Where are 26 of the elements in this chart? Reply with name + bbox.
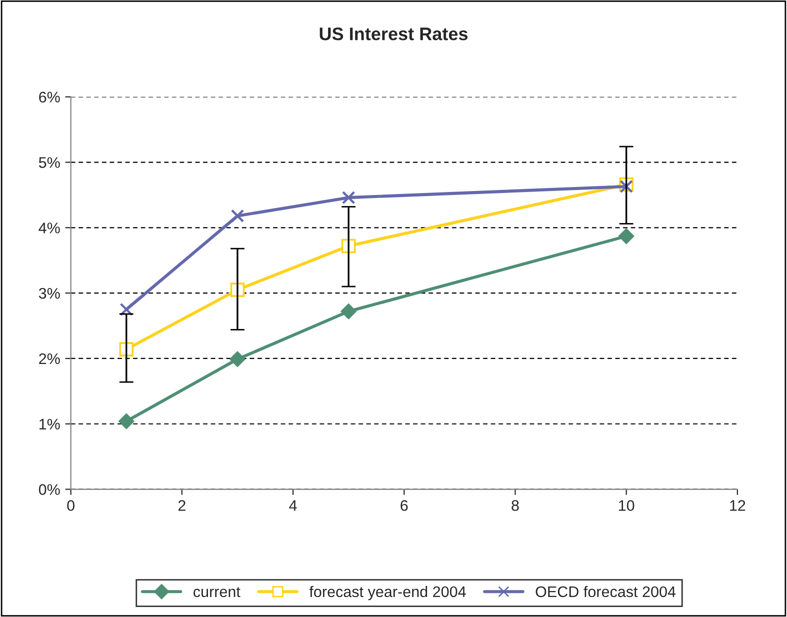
point: [230, 209, 244, 223]
y-tick-label: 5%: [38, 157, 60, 168]
point: [618, 228, 634, 244]
y-tick-label: 0%: [38, 484, 60, 495]
point: [120, 302, 134, 316]
chart-title: US Interest Rates: [320, 27, 468, 40]
point: [620, 180, 633, 194]
x-tick-label: 12: [730, 500, 746, 511]
legend-label: OECD forecast 2004: [536, 586, 676, 598]
point: [230, 351, 246, 367]
y-tick-label: 2%: [39, 353, 60, 364]
y-tick-label: 1%: [39, 418, 60, 430]
legend-label: forecast year-end 2004: [309, 586, 466, 600]
legend-label: current: [194, 587, 240, 598]
x-tick-label: 0: [67, 500, 74, 511]
y-tick-label: 4%: [38, 222, 60, 234]
x-tick-label: 4: [289, 500, 297, 511]
x-tick-label: 6: [400, 500, 408, 511]
point: [342, 190, 356, 204]
point: [340, 304, 356, 320]
point: [118, 413, 134, 430]
x-tick-label: 8: [512, 500, 519, 511]
x-tick-label: 2: [178, 500, 186, 511]
y-tick-label: 3%: [38, 288, 60, 299]
x-tick-label: 10: [618, 500, 634, 511]
y-tick-label: 6%: [39, 92, 60, 103]
